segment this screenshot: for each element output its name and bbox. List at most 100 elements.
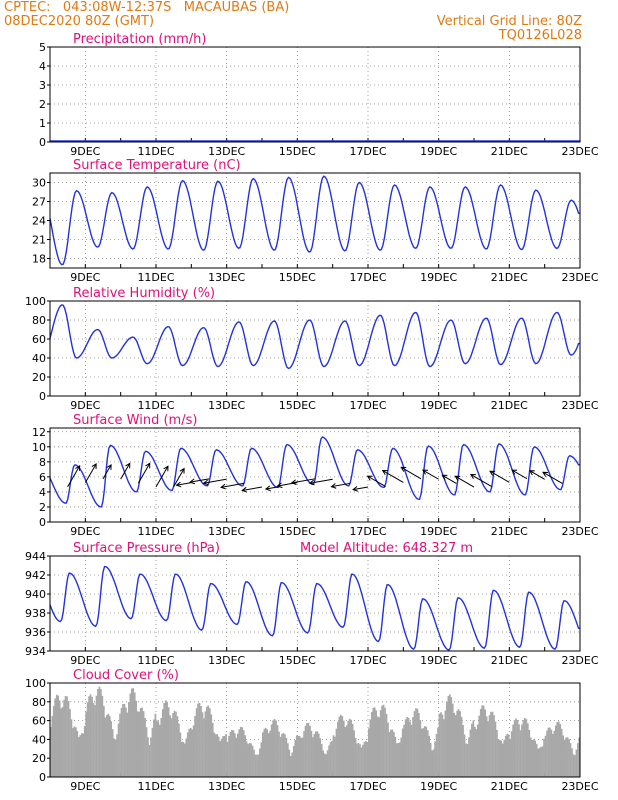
x-tick-label: 23DEC (561, 780, 598, 793)
wind-arrow-head (381, 469, 388, 476)
cloud-bar (130, 688, 133, 777)
cloud-bar (531, 740, 534, 777)
cloud-bar (554, 725, 557, 777)
cloud-bar (122, 703, 124, 777)
cloud-bar (113, 738, 115, 777)
cloud-bar (335, 728, 338, 777)
cloud-bar (160, 717, 163, 777)
cloud-bar (391, 729, 394, 777)
cloud-bar (126, 712, 129, 777)
cloud-bar (251, 745, 254, 777)
x-tick-label: 23DEC (561, 399, 598, 412)
cloud-bar (447, 696, 450, 777)
cloud-bar (362, 744, 364, 777)
cloud-bar (119, 713, 121, 777)
cloud-bar (204, 711, 207, 777)
x-tick-label: 15DEC (279, 654, 316, 667)
cloud-bar (332, 735, 335, 777)
cloud-bar (276, 725, 279, 777)
x-tick-label: 13DEC (208, 399, 245, 412)
cloud-bar (337, 721, 339, 777)
cloud-bar (490, 711, 492, 777)
cloud-bar (123, 703, 126, 777)
cloud-bar (191, 729, 194, 777)
cloud-bar (129, 693, 132, 777)
cloud-bar (369, 719, 372, 777)
panel-title: Relative Humidity (%) (73, 286, 215, 301)
cloud-bar (262, 732, 264, 777)
cloud-bar (444, 710, 447, 777)
cloud-bar (238, 729, 241, 777)
cloud-bar (175, 711, 177, 777)
wind-arrow (422, 469, 439, 480)
cloud-bar (550, 729, 553, 777)
cloud-bar (231, 729, 233, 777)
panel-title: Surface Wind (m/s) (73, 413, 197, 428)
cloud-bar (107, 713, 110, 777)
panel-5: Surface Pressure (hPa) Model Altitude: 64… (25, 541, 599, 667)
cloud-bar (403, 724, 406, 777)
x-tick-label: 13DEC (208, 271, 245, 284)
cloud-bar (75, 727, 77, 777)
panel-title: Cloud Cover (%) (73, 668, 179, 683)
y-tick-label: 0 (39, 136, 46, 149)
cloud-bar (518, 724, 520, 777)
cloud-bar (228, 736, 230, 777)
wind-arrow-head (189, 478, 196, 485)
cloud-bar (418, 713, 420, 777)
cloud-bar (86, 702, 89, 777)
cloud-bar (476, 724, 479, 777)
cloud-bar (291, 752, 294, 777)
wind-arrow (277, 482, 298, 487)
wind-arrow (190, 478, 210, 483)
wind-arrow (242, 486, 263, 491)
cloud-bar (80, 733, 83, 777)
panel-frame (49, 682, 581, 778)
cloud-bar (491, 711, 494, 777)
cloud-bar (328, 745, 330, 777)
cloud-bar (437, 727, 439, 777)
y-tick-label: 20 (32, 752, 46, 765)
wind-arrow (84, 463, 97, 483)
cloud-bar (441, 714, 444, 777)
cloud-bar (398, 742, 401, 777)
y-tick-label: 40 (32, 733, 46, 746)
x-tick-label: 15DEC (279, 525, 316, 538)
cloud-bar (322, 750, 325, 777)
y-tick-label: 0 (39, 771, 46, 784)
cloud-bar (331, 740, 333, 777)
cloud-bar (435, 733, 438, 777)
cloud-bar (172, 713, 174, 777)
y-tick-label: 934 (25, 645, 46, 658)
cloud-bar (373, 707, 376, 777)
cloud-bar (323, 753, 326, 777)
cloud-bar (220, 738, 223, 777)
cloud-bar (527, 723, 529, 777)
x-tick-label: 17DEC (349, 399, 386, 412)
cloud-bar (125, 707, 127, 777)
cloud-bar (259, 748, 261, 777)
y-tick-label: 10 (32, 441, 46, 454)
panel-title: Precipitation (mm/h) (73, 32, 206, 47)
cloud-bar (571, 748, 573, 777)
wind-arrow (137, 463, 151, 484)
cloud-bar (446, 701, 448, 777)
cloud-bar (560, 728, 563, 777)
cloud-bar (250, 743, 252, 777)
cloud-bar (376, 716, 379, 777)
wind-arrow-head (542, 471, 549, 477)
cloud-bar (472, 720, 475, 777)
cloud-bar (344, 727, 347, 777)
cloud-bar (528, 729, 531, 777)
cloud-bar (88, 696, 90, 777)
cloud-bar (384, 707, 386, 777)
y-tick-label: 80 (32, 696, 46, 709)
series-line (49, 436, 580, 508)
cloud-bar (266, 729, 269, 777)
panel-frame (49, 300, 581, 397)
y-tick-label: 1 (39, 117, 46, 130)
cloud-bar (166, 701, 168, 777)
y-tick-label: 0 (39, 516, 46, 529)
cloud-bar (549, 727, 551, 777)
cloud-bar (108, 715, 111, 777)
